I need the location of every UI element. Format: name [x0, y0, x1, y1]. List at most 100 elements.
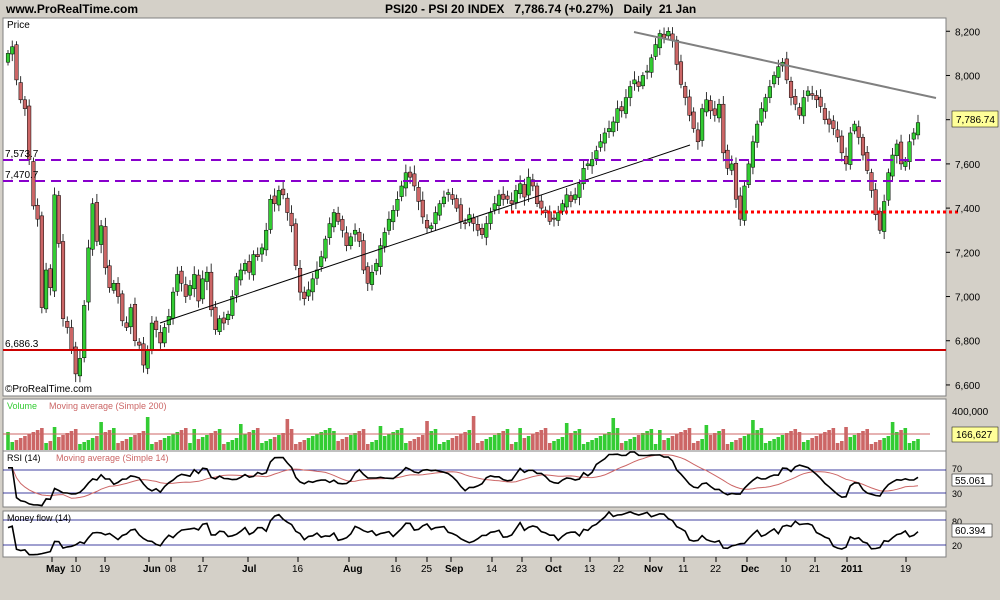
volume-bar: [471, 416, 476, 450]
candle-down: [183, 284, 188, 297]
candle-down: [65, 321, 70, 328]
volume-bar: [310, 436, 315, 450]
candle-down: [416, 187, 421, 202]
volume-bar: [124, 439, 129, 450]
volume-bar: [319, 432, 324, 450]
candle-down: [412, 173, 417, 187]
volume-bar: [416, 437, 421, 450]
volume-bar: [226, 442, 230, 450]
volume-bar: [395, 430, 400, 450]
volume-bar: [797, 432, 802, 450]
candle-up: [331, 212, 336, 228]
candle-down: [344, 232, 349, 246]
candle-down: [636, 81, 641, 87]
volume-bar: [522, 438, 527, 450]
candle-up: [44, 269, 49, 310]
candle-down: [814, 95, 819, 101]
volume-bar: [873, 442, 878, 450]
x-tick-label: 11: [678, 564, 689, 575]
volume-bar: [869, 444, 874, 450]
volume-bar: [590, 440, 594, 450]
volume-bar: [539, 430, 544, 450]
volume-bar: [150, 444, 154, 450]
volume-bar: [10, 442, 15, 450]
volume-value-box: [951, 426, 999, 443]
volume-bar: [442, 442, 446, 450]
volume-bar: [696, 441, 700, 450]
candle-up: [306, 289, 311, 297]
volume-bar: [61, 435, 65, 450]
volume-bar: [353, 433, 357, 450]
x-tick-label: 17: [197, 564, 209, 575]
chart-header: www.ProRealTime.com PSI20 - PSI 20 INDEX…: [0, 0, 1000, 18]
candle-up: [378, 245, 383, 267]
volume-bar: [446, 440, 450, 450]
volume-bar: [518, 428, 522, 450]
candle-up: [242, 263, 248, 271]
volume-bar: [65, 433, 70, 450]
volume-bar: [158, 440, 163, 450]
candle-down: [873, 189, 878, 215]
candle-down: [721, 103, 726, 154]
volume-bar: [95, 436, 99, 450]
rsi-line: [8, 451, 919, 507]
volume-bar: [103, 432, 108, 450]
candle-up: [704, 99, 709, 113]
candle-up: [560, 203, 565, 212]
candle-up: [649, 57, 654, 73]
volume-bar: [526, 436, 531, 450]
candle-up: [628, 86, 633, 98]
volume-bar: [78, 444, 82, 450]
candle-down: [94, 202, 99, 242]
x-tick-label: Oct: [545, 564, 562, 575]
candle-down: [60, 241, 66, 319]
x-tick-label: 10: [780, 564, 792, 575]
candle-down: [539, 200, 544, 209]
candle-down: [822, 108, 827, 120]
volume-bar: [289, 429, 294, 450]
volume-bar: [531, 434, 535, 450]
candle-up: [492, 203, 497, 211]
candle-down: [543, 209, 548, 213]
candle-up: [615, 108, 620, 123]
price-panel[interactable]: Price 7,573.7 7,470.7 6,686.3 ©ProRealTi…: [2, 17, 958, 397]
volume-bar: [564, 423, 569, 450]
volume-bar: [306, 438, 311, 450]
candle-down: [479, 227, 485, 235]
volume-bar: [674, 434, 679, 450]
candle-down: [471, 217, 476, 224]
candle-up: [894, 143, 899, 156]
volume-bar: [835, 443, 840, 450]
volume-panel[interactable]: Volume Moving average (Simple 200): [2, 398, 947, 452]
volume-bar: [213, 431, 218, 450]
candle-up: [162, 327, 167, 344]
volume-bar: [116, 443, 120, 450]
x-tick-label: 10: [70, 564, 82, 575]
volume-bar: [272, 437, 277, 450]
volume-bar: [277, 435, 281, 450]
volume-bar: [823, 432, 827, 450]
candle-down: [69, 327, 74, 350]
candle-down: [14, 44, 19, 81]
rsi-panel[interactable]: RSI (14) Moving average (Simple 14): [2, 450, 947, 508]
candle-down: [297, 267, 303, 293]
candle-up: [717, 103, 722, 119]
instrument-name: PSI20 - PSI 20 INDEX: [385, 2, 505, 16]
candle-down: [535, 185, 540, 204]
candle-up: [915, 122, 921, 136]
site-name[interactable]: www.ProRealTime.com: [6, 2, 139, 16]
candle-down: [674, 39, 679, 65]
price-axis: 8,2008,0007,8007,6007,4007,2007,0006,800…: [946, 27, 980, 392]
candle-up: [513, 190, 518, 203]
volume-bar: [560, 437, 565, 450]
volume-bar: [222, 444, 226, 450]
volume-bar: [818, 434, 823, 450]
candle-up: [323, 238, 328, 259]
volume-bar: [234, 438, 239, 450]
money-flow-panel[interactable]: Money flow (14): [2, 510, 947, 558]
candle-down: [522, 184, 527, 198]
volume-bar: [200, 437, 205, 450]
volume-bar: [48, 441, 53, 450]
candle-up: [805, 90, 811, 96]
